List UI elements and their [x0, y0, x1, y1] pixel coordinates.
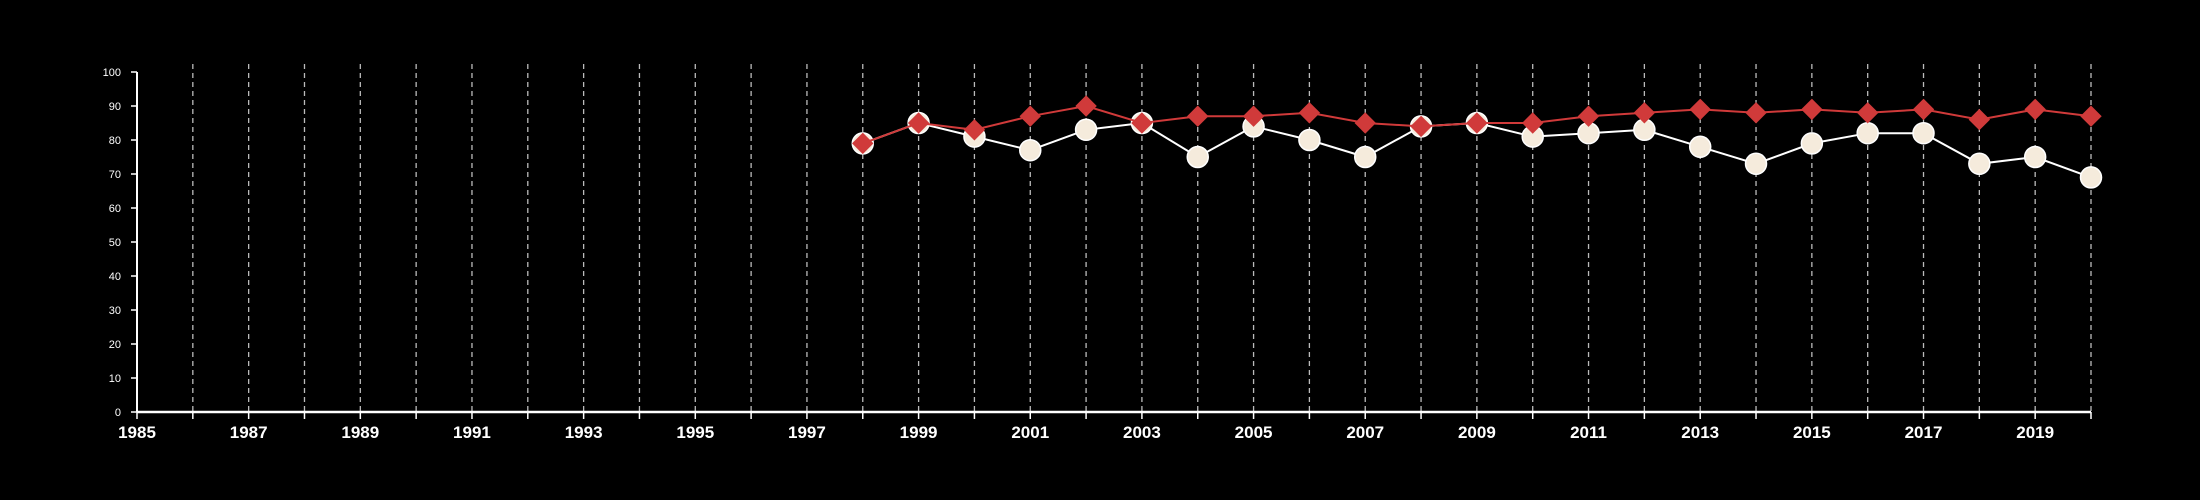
y-tick-label: 80 — [109, 135, 121, 147]
data-point — [1187, 105, 1209, 127]
data-point — [1131, 112, 1153, 134]
x-tick-label: 2005 — [1235, 423, 1273, 442]
y-tick-label: 10 — [109, 373, 121, 385]
data-point — [1688, 135, 1712, 159]
y-tick-label: 100 — [103, 67, 121, 79]
x-tick-label: 1987 — [230, 423, 268, 442]
data-point — [1633, 102, 1656, 124]
series-2 — [852, 95, 2102, 155]
data-point — [1353, 145, 1377, 169]
data-point — [1075, 95, 1097, 117]
data-point — [1522, 112, 1544, 134]
data-point — [907, 112, 930, 134]
y-tick-label: 0 — [115, 407, 121, 419]
data-point — [1968, 108, 1991, 131]
data-point — [1968, 152, 1991, 176]
data-point — [1912, 98, 1935, 121]
y-tick-label: 30 — [109, 305, 121, 317]
data-point — [1856, 102, 1879, 124]
data-point — [1354, 112, 1376, 134]
data-point — [1242, 105, 1265, 127]
x-tick-label: 1993 — [565, 423, 603, 442]
data-point — [1298, 102, 1321, 124]
data-point — [1912, 121, 1935, 145]
data-point — [1745, 102, 1767, 124]
data-point — [1019, 105, 1041, 127]
x-tick-label: 2015 — [1793, 423, 1831, 442]
x-tick-label: 2009 — [1458, 423, 1496, 442]
x-tick-label: 1995 — [676, 423, 714, 442]
data-point — [1744, 152, 1768, 176]
y-tick-label: 60 — [109, 203, 121, 215]
data-point — [2080, 105, 2102, 127]
data-point — [1074, 118, 1098, 142]
x-tick-label: 2001 — [1011, 423, 1049, 442]
x-tick-label: 1989 — [341, 423, 379, 442]
x-tick-label: 2013 — [1681, 423, 1719, 442]
x-tick-label: 2003 — [1123, 423, 1161, 442]
x-tick-label: 2019 — [2016, 423, 2054, 442]
data-point — [2079, 166, 2103, 189]
series — [851, 95, 2103, 189]
x-tick-label: 1999 — [900, 423, 938, 442]
grid-lines — [192, 64, 2092, 412]
x-tick-label: 1997 — [788, 423, 826, 442]
y-tick-label: 50 — [109, 237, 121, 249]
axes: 0 10 20 30 40 50 60 70 80 90 100 1985 1987 1989 1991 19… — [103, 67, 2092, 442]
x-tick-label: 2011 — [1570, 423, 1607, 442]
y-tick-label: 40 — [109, 271, 121, 283]
x-tick-label: 1985 — [118, 423, 156, 442]
x-tick-label: 2017 — [1905, 423, 1943, 442]
data-point — [1186, 145, 1209, 169]
x-tick-label: 1991 — [453, 423, 491, 442]
data-point — [1410, 115, 1432, 138]
data-point — [1298, 128, 1321, 152]
data-point — [1019, 138, 1042, 162]
data-point — [2024, 98, 2046, 121]
data-point — [963, 119, 986, 141]
y-tick-label: 70 — [109, 169, 121, 181]
y-tick-label: 20 — [109, 339, 121, 351]
data-point — [852, 132, 874, 155]
data-point — [1577, 105, 1600, 127]
data-point — [1856, 121, 1879, 145]
data-point — [1466, 112, 1488, 134]
data-point — [1801, 98, 1823, 121]
x-tick-label: 2007 — [1346, 423, 1384, 442]
data-point — [1800, 132, 1824, 155]
data-point — [1689, 98, 1711, 121]
data-point — [2023, 145, 2047, 169]
y-tick-label: 90 — [109, 101, 121, 113]
